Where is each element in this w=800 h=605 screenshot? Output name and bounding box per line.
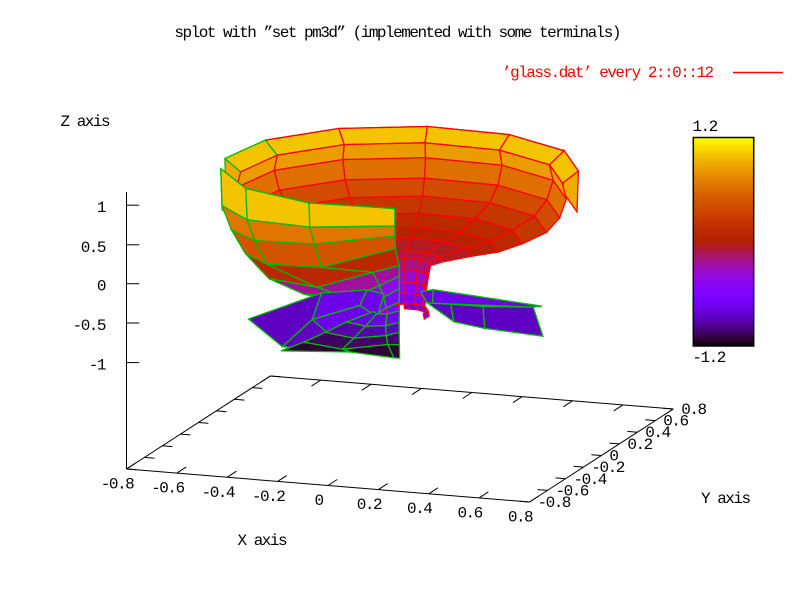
svg-text:0.2: 0.2 bbox=[357, 496, 382, 514]
svg-text:1.2: 1.2 bbox=[692, 118, 717, 136]
svg-text:0.2: 0.2 bbox=[627, 436, 652, 454]
svg-text:Z axis: Z axis bbox=[61, 113, 111, 131]
svg-text:0: 0 bbox=[97, 278, 106, 296]
svg-text:Y axis: Y axis bbox=[701, 490, 751, 508]
svg-text:-0.4: -0.4 bbox=[574, 471, 607, 489]
svg-text:0.8: 0.8 bbox=[508, 509, 533, 527]
svg-text:0.4: 0.4 bbox=[645, 424, 670, 442]
svg-text:-0.2: -0.2 bbox=[591, 459, 624, 477]
svg-text:X axis: X axis bbox=[238, 532, 288, 550]
svg-text:-1.2: -1.2 bbox=[692, 349, 725, 367]
svg-text:’glass.dat’ every 2::0::12: ’glass.dat’ every 2::0::12 bbox=[502, 64, 714, 82]
svg-text:-0.6: -0.6 bbox=[556, 482, 589, 500]
svg-text:0.4: 0.4 bbox=[407, 500, 432, 518]
svg-text:-0.8: -0.8 bbox=[538, 494, 571, 512]
svg-text:-0.5: -0.5 bbox=[73, 317, 106, 335]
svg-text:1: 1 bbox=[97, 199, 106, 217]
svg-text:-0.8: -0.8 bbox=[101, 476, 134, 494]
svg-text:0: 0 bbox=[314, 492, 323, 510]
svg-text:-0.2: -0.2 bbox=[252, 488, 285, 506]
svg-text:0.6: 0.6 bbox=[457, 504, 482, 522]
svg-text:-0.6: -0.6 bbox=[151, 480, 184, 498]
svg-text:0: 0 bbox=[609, 448, 618, 466]
svg-text:splot with ”set pm3d” (impleme: splot with ”set pm3d” (implemented with … bbox=[174, 24, 620, 42]
svg-text:0.8: 0.8 bbox=[681, 401, 706, 419]
svg-text:0.6: 0.6 bbox=[663, 413, 688, 431]
svg-text:-1: -1 bbox=[89, 357, 106, 375]
svg-text:0.5: 0.5 bbox=[81, 239, 106, 257]
svg-text:-0.4: -0.4 bbox=[202, 484, 235, 502]
